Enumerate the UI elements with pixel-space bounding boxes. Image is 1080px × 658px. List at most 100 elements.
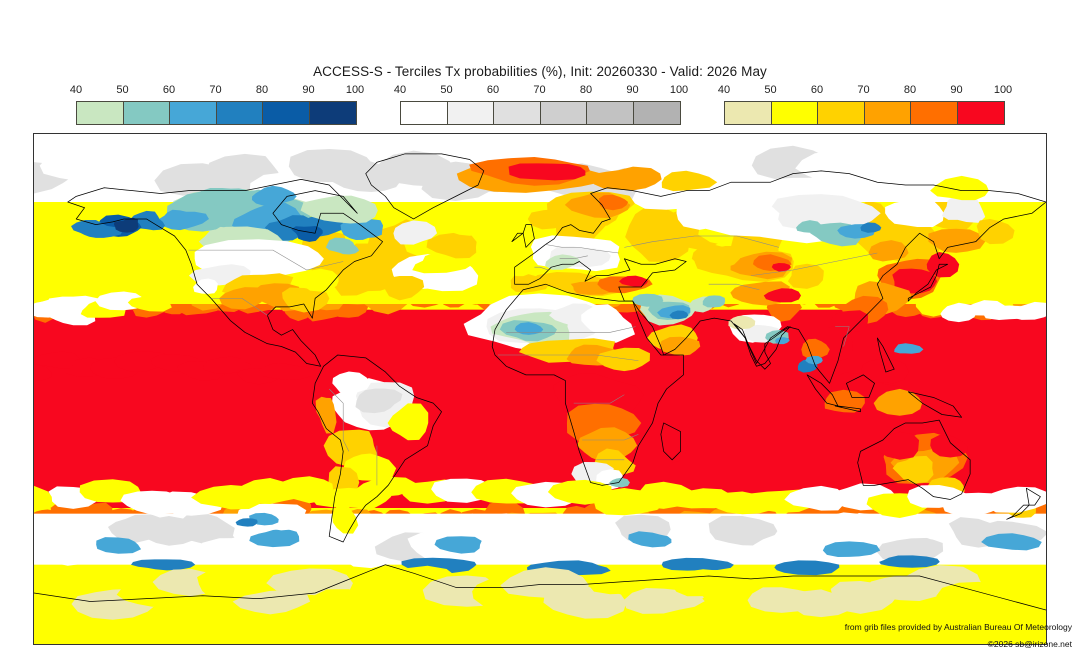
field-patch xyxy=(669,310,689,320)
field-patch xyxy=(393,220,438,245)
colorbar-tick: 50 xyxy=(116,84,129,96)
colorbar-tick: 100 xyxy=(669,84,689,96)
colorbar-swatch xyxy=(494,102,541,124)
colorbar-tick: 100 xyxy=(993,84,1013,96)
colorbar-tick: 50 xyxy=(764,84,777,96)
field-patch xyxy=(873,388,923,416)
field-patch xyxy=(200,187,254,207)
colorbar-tick: 100 xyxy=(345,84,365,96)
colorbar-swatch xyxy=(263,102,310,124)
colorbar-tick: 40 xyxy=(69,84,83,96)
field-patch xyxy=(877,431,920,460)
colorbar-tick: 50 xyxy=(440,84,453,96)
field-patch xyxy=(325,237,360,255)
field-patch xyxy=(71,219,123,238)
field-patch xyxy=(258,363,315,380)
field-patch xyxy=(659,336,701,356)
colorbar-tick: 90 xyxy=(626,84,639,96)
field-patch xyxy=(976,218,1015,245)
field-band xyxy=(34,627,1046,644)
field-patch xyxy=(868,240,909,262)
field-patch xyxy=(127,295,172,312)
field-patch xyxy=(1007,301,1046,320)
attribution-source: from grib files provided by Australian B… xyxy=(844,622,1072,632)
figure-title: ACCESS-S - Terciles Tx probabilities (%)… xyxy=(313,64,767,79)
colorbar-near-normal: 40 50 60 70 80 90 100 xyxy=(394,84,688,129)
colorbar-swatch xyxy=(587,102,634,124)
colorbar-tick: 60 xyxy=(810,84,824,96)
colorbar-swatch xyxy=(540,102,587,124)
field-patch xyxy=(598,194,629,211)
coastline-path xyxy=(733,323,791,370)
field-patch xyxy=(860,222,882,233)
coastline-path xyxy=(188,249,344,271)
field-patch xyxy=(581,304,627,335)
colorbar-swatch xyxy=(818,102,865,124)
field-patch xyxy=(315,396,337,434)
field-patch xyxy=(930,434,968,458)
field-patch xyxy=(676,198,749,230)
colorbar-tick: 40 xyxy=(717,84,731,96)
probability-field xyxy=(34,134,1046,644)
coastline-path xyxy=(907,391,963,418)
colorbar-tick: 40 xyxy=(393,84,407,96)
field-patch xyxy=(175,512,236,544)
field-patch xyxy=(552,373,644,415)
coastline-path xyxy=(573,394,625,404)
coastline-path xyxy=(511,232,524,243)
coastline-path xyxy=(329,388,350,452)
colorbar-swatch xyxy=(771,102,818,124)
field-patch xyxy=(34,485,55,511)
field-patch xyxy=(930,175,989,201)
coastline-path xyxy=(907,263,948,302)
field-patch xyxy=(340,219,384,240)
field-patch xyxy=(131,559,196,571)
coastline-path xyxy=(365,153,485,220)
field-patch xyxy=(510,273,549,293)
field-patch xyxy=(545,254,581,270)
field-patch xyxy=(941,194,986,223)
field-patch xyxy=(34,364,52,382)
field-patch xyxy=(300,268,339,292)
field-patch xyxy=(434,536,482,554)
field-patch xyxy=(801,338,830,359)
field-patch xyxy=(352,584,428,614)
coastline-path xyxy=(582,434,639,441)
field-patch xyxy=(609,477,630,488)
field-patch xyxy=(796,220,822,233)
field-patch xyxy=(588,574,657,595)
field-patch xyxy=(355,388,403,414)
attribution-copyright: ©2026 sb@irizone.net xyxy=(987,639,1072,649)
field-patch xyxy=(984,486,1046,513)
field-patch xyxy=(527,209,572,230)
field-patch xyxy=(846,513,920,545)
colorbar-tick: 80 xyxy=(579,84,593,96)
coastline-path xyxy=(624,235,779,248)
field-patch xyxy=(771,194,881,233)
field-patch xyxy=(249,528,300,548)
field-patch xyxy=(96,537,142,554)
field-patch xyxy=(879,555,940,568)
field-patch xyxy=(619,275,648,287)
field-patch xyxy=(822,541,881,558)
coastline-path xyxy=(522,224,535,248)
field-patch xyxy=(219,287,267,310)
coastline-path xyxy=(834,405,861,413)
field-patch xyxy=(774,560,840,576)
field-patch xyxy=(291,225,323,242)
coastline-path xyxy=(491,283,684,486)
field-patch xyxy=(680,535,735,561)
field-patch xyxy=(387,403,429,441)
field-patch xyxy=(114,217,139,233)
field-patch xyxy=(981,533,1042,551)
colorbar-tick: 70 xyxy=(533,84,546,96)
colorbar-above-normal-strip xyxy=(724,101,1005,125)
coastline-path xyxy=(660,422,681,461)
field-patch xyxy=(771,262,792,272)
field-patch xyxy=(232,590,311,615)
field-patch xyxy=(543,586,627,619)
colorbar-tick: 70 xyxy=(209,84,222,96)
colorbar-above-normal-ticks: 40 50 60 70 80 90 100 xyxy=(718,84,1012,99)
field-patch xyxy=(506,260,533,277)
coastline-path xyxy=(514,170,1046,384)
